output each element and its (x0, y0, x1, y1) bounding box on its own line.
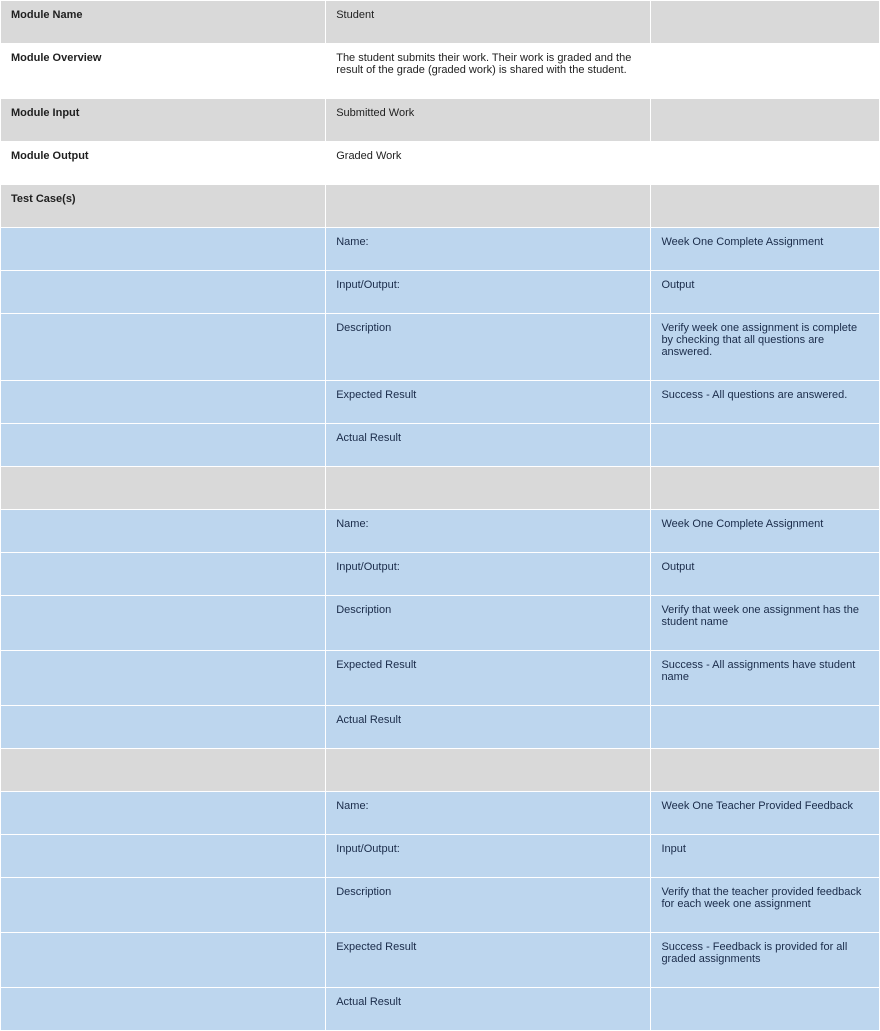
field-label-io: Input/Output: (326, 835, 651, 878)
cell-empty (651, 99, 880, 142)
value-module-output: Graded Work (326, 142, 651, 185)
cell-empty (1, 553, 326, 596)
cell-empty (1, 749, 326, 792)
tc1-name: Week One Complete Assignment (651, 228, 880, 271)
cell-empty (651, 1, 880, 44)
value-module-input: Submitted Work (326, 99, 651, 142)
cell-empty (1, 424, 326, 467)
tc1-expected: Success - All questions are answered. (651, 381, 880, 424)
tc2-name: Week One Complete Assignment (651, 510, 880, 553)
cell-empty (1, 467, 326, 510)
field-label-desc: Description (326, 314, 651, 381)
cell-empty (1, 835, 326, 878)
label-module-overview: Module Overview (1, 44, 326, 99)
cell-empty (1, 651, 326, 706)
cell-empty (1, 706, 326, 749)
row-module-name: Module Name Student (1, 1, 880, 44)
cell-empty (1, 792, 326, 835)
row-module-overview: Module Overview The student submits thei… (1, 44, 880, 99)
value-module-name: Student (326, 1, 651, 44)
label-module-name: Module Name (1, 1, 326, 44)
tc-row-io: Input/Output: Output (1, 271, 880, 314)
tc-row-expected: Expected Result Success - All questions … (1, 381, 880, 424)
cell-empty (1, 878, 326, 933)
tc-separator (1, 749, 880, 792)
label-module-input: Module Input (1, 99, 326, 142)
tc-row-actual: Actual Result (1, 988, 880, 1031)
tc-row-desc: Description Verify week one assignment i… (1, 314, 880, 381)
module-spec-table: Module Name Student Module Overview The … (0, 0, 880, 1031)
cell-empty (326, 749, 651, 792)
tc1-io: Output (651, 271, 880, 314)
field-label-name: Name: (326, 228, 651, 271)
cell-empty (651, 185, 880, 228)
tc-row-io: Input/Output: Input (1, 835, 880, 878)
field-label-io: Input/Output: (326, 271, 651, 314)
row-test-cases-header: Test Case(s) (1, 185, 880, 228)
field-label-expected: Expected Result (326, 381, 651, 424)
tc-row-name: Name: Week One Teacher Provided Feedback (1, 792, 880, 835)
tc-row-actual: Actual Result (1, 706, 880, 749)
tc-row-desc: Description Verify that the teacher prov… (1, 878, 880, 933)
tc-row-expected: Expected Result Success - All assignment… (1, 651, 880, 706)
tc2-desc: Verify that week one assignment has the … (651, 596, 880, 651)
tc2-expected: Success - All assignments have student n… (651, 651, 880, 706)
label-test-cases: Test Case(s) (1, 185, 326, 228)
field-label-name: Name: (326, 510, 651, 553)
cell-empty (1, 988, 326, 1031)
cell-empty (651, 749, 880, 792)
cell-empty (1, 314, 326, 381)
field-label-actual: Actual Result (326, 706, 651, 749)
tc1-actual (651, 424, 880, 467)
field-label-actual: Actual Result (326, 988, 651, 1031)
row-module-input: Module Input Submitted Work (1, 99, 880, 142)
tc-row-io: Input/Output: Output (1, 553, 880, 596)
tc-row-name: Name: Week One Complete Assignment (1, 510, 880, 553)
field-label-desc: Description (326, 596, 651, 651)
tc3-actual (651, 988, 880, 1031)
field-label-desc: Description (326, 878, 651, 933)
tc-separator (1, 467, 880, 510)
row-module-output: Module Output Graded Work (1, 142, 880, 185)
tc3-name: Week One Teacher Provided Feedback (651, 792, 880, 835)
cell-empty (1, 933, 326, 988)
tc-row-desc: Description Verify that week one assignm… (1, 596, 880, 651)
tc3-expected: Success - Feedback is provided for all g… (651, 933, 880, 988)
cell-empty (651, 142, 880, 185)
tc2-actual (651, 706, 880, 749)
field-label-io: Input/Output: (326, 553, 651, 596)
tc-row-expected: Expected Result Success - Feedback is pr… (1, 933, 880, 988)
tc3-io: Input (651, 835, 880, 878)
field-label-expected: Expected Result (326, 651, 651, 706)
tc1-desc: Verify week one assignment is complete b… (651, 314, 880, 381)
cell-empty (1, 271, 326, 314)
label-module-output: Module Output (1, 142, 326, 185)
field-label-expected: Expected Result (326, 933, 651, 988)
cell-empty (326, 185, 651, 228)
cell-empty (651, 467, 880, 510)
tc-row-actual: Actual Result (1, 424, 880, 467)
tc3-desc: Verify that the teacher provided feedbac… (651, 878, 880, 933)
cell-empty (1, 510, 326, 553)
cell-empty (326, 467, 651, 510)
cell-empty (1, 596, 326, 651)
field-label-actual: Actual Result (326, 424, 651, 467)
field-label-name: Name: (326, 792, 651, 835)
cell-empty (1, 228, 326, 271)
tc-row-name: Name: Week One Complete Assignment (1, 228, 880, 271)
value-module-overview: The student submits their work. Their wo… (326, 44, 651, 99)
tc2-io: Output (651, 553, 880, 596)
cell-empty (651, 44, 880, 99)
cell-empty (1, 381, 326, 424)
